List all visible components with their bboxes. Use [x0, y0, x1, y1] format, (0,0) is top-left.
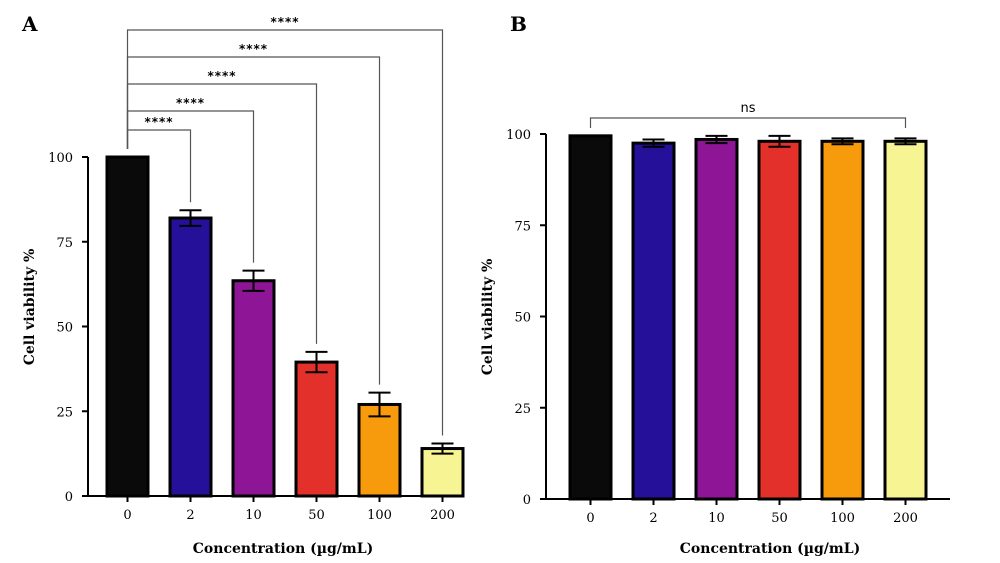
panel-a-y-tick-label: 100 [48, 151, 73, 166]
panel-a-significance-label: **** [239, 42, 268, 56]
panel-b-bar [694, 137, 739, 501]
panel-b-bar [883, 139, 928, 501]
panel-b-y-tick-label: 0 [523, 493, 531, 508]
panel-a-bar [420, 447, 465, 498]
panel-a-bar [357, 402, 402, 498]
panel-a-x-tick-label: 0 [123, 508, 131, 523]
panel-b-x-tick-label: 50 [771, 511, 788, 526]
panel-a-y-axis-title: Cell viability % [22, 249, 38, 366]
panel-b-x-tick-label: 200 [893, 511, 918, 526]
panel-b-x-tick-label: 100 [830, 511, 855, 526]
panel-b-x-tick-label: 0 [586, 511, 594, 526]
panel-a-x-tick-label: 50 [308, 508, 325, 523]
panel-a-y-tick-label: 50 [56, 321, 73, 336]
panel-a-chart: A Cell viability % Concentration (µg/mL)… [21, 12, 465, 557]
panel-a-y-tick-label: 75 [56, 236, 73, 251]
panel-a-significance-label: **** [270, 15, 299, 29]
panel-b-bar [757, 139, 802, 501]
panel-b-y-tick-label: 25 [514, 402, 531, 417]
panel-b-chart: B Cell viability % Concentration (µg/mL)… [480, 12, 950, 557]
panel-b-significance-bracket [589, 117, 907, 128]
panel-a-letter: A [21, 12, 38, 36]
panel-a-significance-bracket [126, 29, 444, 436]
panel-a-bar [168, 216, 213, 498]
panel-b-significance-label: ns [740, 101, 755, 116]
panel-b-letter: B [510, 12, 527, 36]
panel-b-x-axis-title: Concentration (µg/mL) [680, 541, 860, 557]
panel-a-significance-label: **** [144, 115, 173, 129]
panel-a-x-axis-title: Concentration (µg/mL) [193, 541, 373, 557]
panel-b-y-axis-title: Cell viability % [480, 259, 496, 376]
panel-a-x-tick-label: 100 [367, 508, 392, 523]
panel-a-x-tick-label: 2 [186, 508, 194, 523]
panel-b-bar [631, 141, 676, 501]
panel-a-x-tick-label: 200 [430, 508, 455, 523]
panel-b-x-tick-label: 2 [649, 511, 657, 526]
panel-a-bar [294, 360, 339, 498]
panel-a-bar [105, 155, 150, 498]
panel-a-significance-label: **** [176, 96, 205, 110]
panel-a-y-tick-label: 25 [56, 405, 73, 420]
panel-b-y-tick-label: 75 [514, 219, 531, 234]
panel-a-significance-label: **** [207, 69, 236, 83]
panel-b-y-tick-label: 50 [514, 311, 531, 326]
panel-b-bar [820, 139, 865, 501]
panel-b-bar [568, 134, 613, 501]
panel-a-bar [231, 279, 276, 498]
panel-b-y-tick-label: 100 [506, 128, 531, 143]
panel-a-x-tick-label: 10 [245, 508, 262, 523]
panel-a-y-tick-label: 0 [65, 490, 73, 505]
panel-b-x-tick-label: 10 [708, 511, 725, 526]
